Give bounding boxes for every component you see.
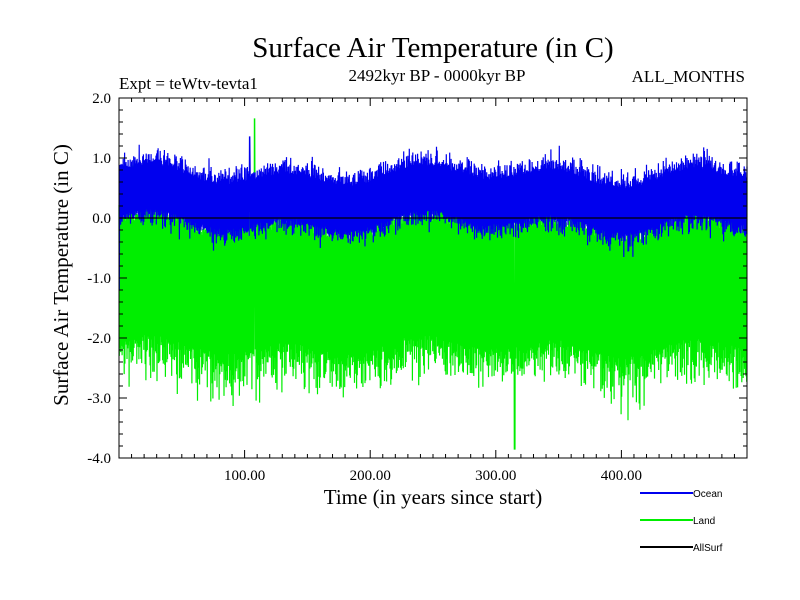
series-line-ocean — [118, 136, 748, 291]
y-tick-label: -2.0 — [87, 331, 111, 347]
y-tick-label: -4.0 — [87, 451, 111, 467]
time-range-label: 2492kyr BP - 0000kyr BP — [349, 66, 526, 85]
legend-label-allsurf: AllSurf — [693, 543, 723, 554]
x-tick-label: 200.00 — [350, 468, 391, 484]
x-tick-labels: 100.00 200.00 300.00 400.00 — [224, 468, 642, 484]
x-axis-label: Time (in years since start) — [324, 485, 543, 509]
x-tick-label: 400.00 — [601, 468, 642, 484]
chart-title: Surface Air Temperature (in C) — [252, 32, 613, 64]
x-tick-label: 100.00 — [224, 468, 265, 484]
y-axis-label: Surface Air Temperature (in C) — [49, 144, 73, 406]
x-tick-label: 300.00 — [475, 468, 516, 484]
y-tick-label: 2.0 — [92, 91, 111, 107]
experiment-label: Expt = teWtv-tevta1 — [119, 74, 258, 93]
plot-area — [118, 97, 748, 459]
y-tick-labels: 2.0 1.0 0.0 -1.0 -2.0 -3.0 -4.0 — [87, 91, 111, 467]
ticks-layer — [119, 97, 747, 459]
y-tick-label: 0.0 — [92, 211, 111, 227]
y-tick-label: 1.0 — [92, 151, 111, 167]
legend-label-land: Land — [693, 516, 715, 527]
y-tick-label: -3.0 — [87, 391, 111, 407]
legend-label-ocean: Ocean — [693, 489, 722, 500]
y-tick-label: -1.0 — [87, 271, 111, 287]
series-layer — [118, 118, 748, 450]
months-label: ALL_MONTHS — [632, 67, 745, 86]
legend: Ocean Land AllSurf — [640, 489, 723, 554]
